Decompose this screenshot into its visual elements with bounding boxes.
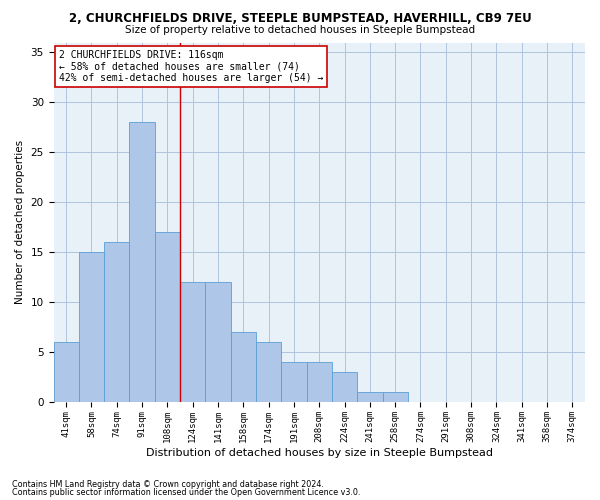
Text: Contains public sector information licensed under the Open Government Licence v3: Contains public sector information licen… <box>12 488 361 497</box>
Bar <box>104 242 130 402</box>
X-axis label: Distribution of detached houses by size in Steeple Bumpstead: Distribution of detached houses by size … <box>146 448 493 458</box>
Bar <box>79 252 104 402</box>
Bar <box>53 342 79 402</box>
Bar <box>230 332 256 402</box>
Bar <box>256 342 281 402</box>
Bar <box>281 362 307 402</box>
Text: 2 CHURCHFIELDS DRIVE: 116sqm
← 58% of detached houses are smaller (74)
42% of se: 2 CHURCHFIELDS DRIVE: 116sqm ← 58% of de… <box>59 50 323 83</box>
Bar <box>180 282 205 402</box>
Text: 2, CHURCHFIELDS DRIVE, STEEPLE BUMPSTEAD, HAVERHILL, CB9 7EU: 2, CHURCHFIELDS DRIVE, STEEPLE BUMPSTEAD… <box>68 12 532 26</box>
Bar <box>130 122 155 402</box>
Text: Contains HM Land Registry data © Crown copyright and database right 2024.: Contains HM Land Registry data © Crown c… <box>12 480 324 489</box>
Text: Size of property relative to detached houses in Steeple Bumpstead: Size of property relative to detached ho… <box>125 25 475 35</box>
Bar <box>383 392 408 402</box>
Bar <box>205 282 230 402</box>
Bar <box>307 362 332 402</box>
Y-axis label: Number of detached properties: Number of detached properties <box>15 140 25 304</box>
Bar <box>155 232 180 402</box>
Bar <box>357 392 383 402</box>
Bar <box>332 372 357 402</box>
